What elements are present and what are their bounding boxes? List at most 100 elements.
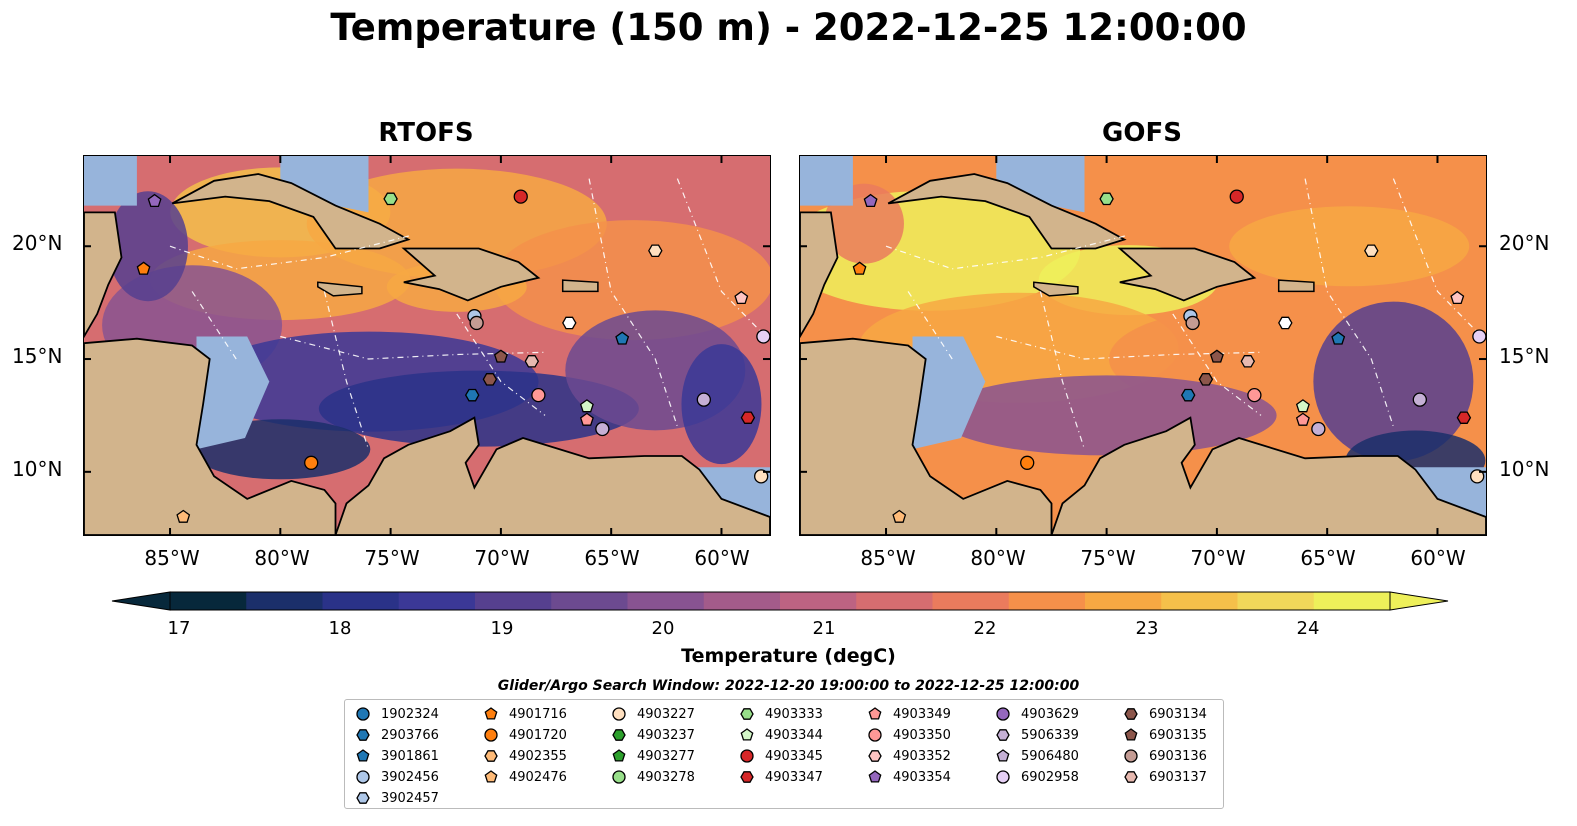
float-marker [482,373,498,386]
gofs-map [799,155,1487,536]
temperature-blob [1229,206,1470,287]
central-america-land [800,337,1053,535]
circle-marker-icon [356,770,370,784]
hexagon-marker-icon [484,750,498,762]
pentagon-marker-icon [1124,728,1138,741]
float-marker [579,399,594,413]
legend-item: 4903352 [867,746,951,766]
float-marker [176,509,191,523]
legend-label: 6903134 [1149,706,1207,722]
yucatan-land [800,211,839,339]
yucatan-shelf [800,156,853,206]
legend-marker [484,728,498,742]
legend-item: 6903134 [1123,704,1207,724]
float-marker [1456,411,1472,424]
lon-label-85w: 85°W [144,546,200,570]
pentagon-marker-icon [868,770,882,783]
lat-label-10n-left: 10°N [12,457,63,481]
legend-label: 3901861 [381,748,439,764]
legend-marker [612,729,626,741]
legend-item: 4903278 [611,767,695,787]
float-marker [734,290,749,305]
legend-marker [1124,771,1138,783]
float-marker [524,355,540,368]
pentagon-marker-icon [484,707,498,720]
float-marker [740,411,756,424]
colorbar-tick-20: 20 [651,618,675,639]
legend-marker [356,749,370,762]
circle-marker-icon [612,770,626,784]
colorbar-extend-min [111,591,171,611]
legend-label: 6903135 [1149,727,1207,743]
hexagon-marker-icon [356,729,370,741]
legend-label: 1902324 [381,706,439,722]
figure-title: Temperature (150 m) - 2022-12-25 12:00:0… [330,6,1247,49]
legend-marker [868,728,882,742]
float-marker [147,193,162,208]
float-marker [1295,412,1310,426]
float-marker [579,412,594,426]
float-marker [696,392,711,407]
puerto-rico-land [1277,279,1315,293]
legend-label: 6902958 [1021,769,1079,785]
legend-marker [356,770,370,784]
legend-label: 4903278 [637,769,695,785]
legend-label: 3902457 [381,790,439,806]
colorbar-extend-max [1389,591,1449,611]
legend-item: 6902958 [995,767,1079,787]
float-marker [756,329,770,344]
float-marker [1450,290,1465,305]
circle-marker-icon [740,749,754,763]
legend-label: 4901720 [509,727,567,743]
panel-title-gofs: GOFS [1102,118,1182,148]
legend-label: 4903237 [637,727,695,743]
colorbar-segment [475,592,552,610]
legend-marker [612,749,626,762]
legend-item: 4903277 [611,746,695,766]
legend-marker [1124,749,1138,763]
colorbar-tick-21: 21 [812,618,836,639]
legend-marker [740,771,754,783]
float-marker [493,349,508,363]
float-marker [1470,469,1485,484]
lon-label-60w: 60°W [694,546,750,570]
colorbar-segment [170,592,247,610]
legend-marker [1124,728,1138,741]
legend-item: 2903766 [355,725,439,745]
float-marker [136,261,151,275]
circle-marker-icon [484,728,498,742]
legend-item: 4901720 [483,725,567,745]
legend-item: 4902476 [483,767,567,787]
lon-label-80w: 80°W [254,546,310,570]
legend-label: 4903333 [765,706,823,722]
legend: 1902324 2903766 3901861 3902456 3902457 49017… [344,699,1224,809]
eez-boundary [885,234,1129,270]
pentagon-marker-icon [740,728,754,741]
lon-label-65w-gofs: 65°W [1300,546,1356,570]
float-marker [1412,392,1427,407]
eez-boundary [280,335,546,360]
legend-marker [484,750,498,762]
eez-boundary [191,291,237,360]
temperature-blob [318,370,639,447]
legend-marker [868,707,882,720]
legend-item: 4903350 [867,725,951,745]
float-marker [615,331,630,345]
float-marker [863,193,878,208]
legend-item: 4903344 [739,725,823,745]
circle-marker-icon [612,707,626,721]
colorbar-segment [932,592,1010,610]
legend-label: 4903344 [765,727,823,743]
circle-marker-icon [868,728,882,742]
lon-label-70w: 70°W [474,546,530,570]
colorbar-segment [322,592,400,610]
float-marker [1020,455,1035,470]
legend-marker [356,707,370,721]
legend-marker [740,708,754,720]
colorbar-segment [1313,592,1391,610]
legend-label: 6903137 [1149,769,1207,785]
lat-label-10n-right: 10°N [1499,457,1550,481]
eez-boundary [907,291,953,360]
legend-marker [996,729,1010,741]
eez-boundary [323,291,370,450]
